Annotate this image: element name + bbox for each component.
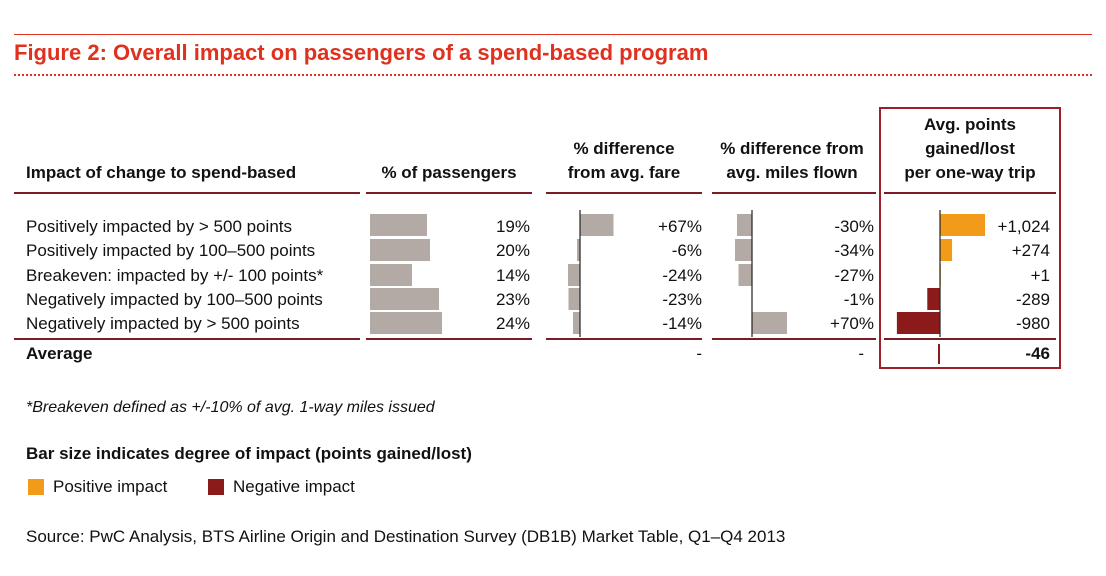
points-bar (940, 239, 953, 261)
row-label-3: Breakeven: impacted by +/- 100 points* (26, 266, 324, 285)
fare-diff-bar (580, 214, 614, 236)
legend-title: Bar size indicates degree of impact (poi… (26, 444, 472, 463)
miles-diff-bar (738, 264, 752, 286)
fare-diff-value: +67% (658, 217, 702, 236)
header-points-line2: gained/lost (925, 139, 1015, 158)
miles-diff-bar (735, 239, 752, 261)
average-miles-value: - (858, 344, 864, 363)
positive-swatch-icon (28, 479, 44, 495)
fare-diff-value: -23% (662, 290, 702, 309)
average-rule-fare (546, 338, 702, 340)
header-rule-miles (712, 192, 876, 194)
pct-passengers-value: 19% (495, 217, 530, 236)
miles-diff-value: -34% (834, 241, 874, 260)
row-label-2: Positively impacted by 100–500 points (26, 241, 316, 260)
miles-diff-bar (737, 214, 752, 236)
fare-diff-value: -14% (662, 314, 702, 333)
header-points: Avg. points gained/lost per one-way trip (882, 113, 1058, 185)
average-fare-value: - (696, 344, 702, 363)
points-bar (927, 288, 940, 310)
miles-diff-value: -27% (834, 266, 874, 285)
passengers-bar (370, 312, 442, 334)
miles-diff-bar (752, 312, 787, 334)
passengers-bar (370, 239, 430, 261)
fare-diff-bar (568, 288, 580, 310)
row-label-5: Negatively impacted by > 500 points (26, 314, 300, 333)
header-miles-line1: % difference from (720, 139, 864, 158)
passengers-bar (370, 264, 412, 286)
header-fare-diff: % difference from avg. fare (546, 137, 702, 185)
header-rule-points (884, 192, 1056, 194)
legend-negative-label: Negative impact (233, 477, 355, 496)
points-value: +274 (1011, 241, 1050, 260)
pct-passengers-value: 14% (495, 266, 530, 285)
average-rule-impact (14, 338, 360, 340)
pct-passengers-value: 23% (495, 290, 530, 309)
passengers-bar (370, 288, 439, 310)
points-value: +1,024 (997, 217, 1050, 236)
points-bar (896, 312, 940, 334)
points-bar (940, 214, 986, 236)
points-value: -980 (1015, 314, 1050, 333)
header-fare-line1: % difference (573, 139, 675, 158)
row-label-4: Negatively impacted by 100–500 points (26, 290, 323, 309)
figure-title: Figure 2: Overall impact on passengers o… (14, 40, 709, 65)
average-label: Average (26, 344, 93, 363)
miles-diff-value: +70% (830, 314, 874, 333)
legend-positive-label: Positive impact (53, 477, 168, 496)
legend-positive: Positive impact (28, 477, 167, 497)
average-points-value: -46 (1025, 344, 1050, 363)
average-rule-miles (712, 338, 876, 340)
pct-passengers-value: 20% (495, 241, 530, 260)
fare-diff-bar (577, 239, 580, 261)
fare-diff-value: -24% (662, 266, 702, 285)
points-value: +1 (1030, 266, 1050, 285)
miles-diff-value: -30% (834, 217, 874, 236)
header-miles-diff: % difference from avg. miles flown (708, 137, 876, 185)
header-rule-impact (14, 192, 360, 194)
header-impact: Impact of change to spend-based (26, 163, 297, 182)
legend-negative: Negative impact (208, 477, 355, 497)
row-label-1: Positively impacted by > 500 points (26, 217, 293, 236)
header-fare-line2: from avg. fare (567, 163, 681, 182)
passengers-bar (370, 214, 427, 236)
header-miles-line2: avg. miles flown (726, 163, 858, 182)
header-points-line1: Avg. points (924, 115, 1016, 134)
header-rule-passengers (366, 192, 532, 194)
dotted-divider (14, 74, 1092, 76)
average-points-bar (937, 344, 940, 364)
pct-passengers-value: 24% (495, 314, 530, 333)
fare-diff-bar (573, 312, 580, 334)
breakeven-footnote: *Breakeven defined as +/-10% of avg. 1-w… (26, 399, 435, 416)
fare-diff-bar (568, 264, 580, 286)
fare-diff-value: -6% (671, 241, 702, 260)
header-points-line3: per one-way trip (904, 163, 1036, 182)
average-rule-passengers (366, 338, 532, 340)
points-column-highlight (879, 107, 1061, 369)
header-pct-passengers: % of passengers (381, 163, 517, 182)
miles-diff-value: -1% (843, 290, 874, 309)
negative-swatch-icon (208, 479, 224, 495)
top-rule (14, 34, 1092, 35)
average-rule-points (884, 338, 1056, 340)
source-note: Source: PwC Analysis, BTS Airline Origin… (26, 527, 786, 546)
points-value: -289 (1015, 290, 1050, 309)
header-rule-fare (546, 192, 702, 194)
